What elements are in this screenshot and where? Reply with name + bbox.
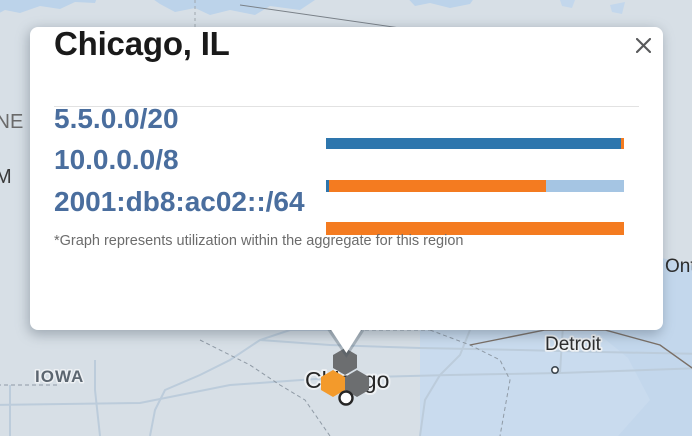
svg-text:IOWA: IOWA — [35, 367, 84, 386]
svg-text:M: M — [0, 166, 12, 188]
svg-text:INE: INE — [0, 111, 23, 133]
svg-text:Ontario: Ontario — [665, 256, 692, 277]
svg-text:Detroit: Detroit — [545, 334, 602, 355]
